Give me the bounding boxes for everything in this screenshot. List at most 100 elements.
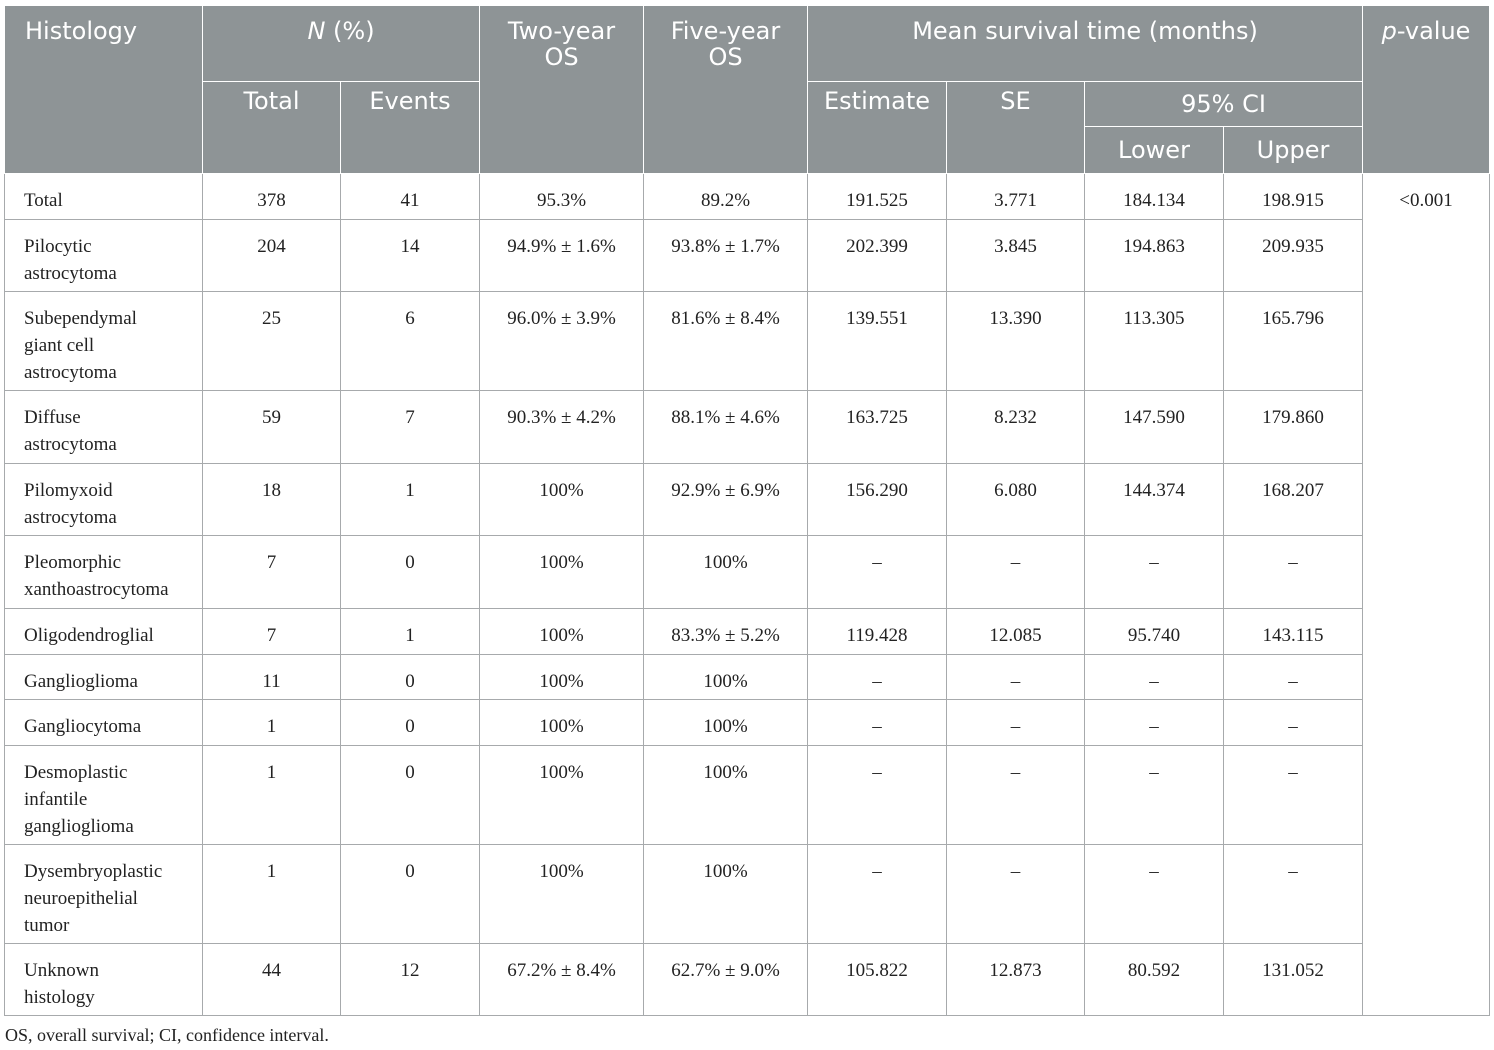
table-row: Pleomorphic xanthoastrocytoma 7 0 100% 1… xyxy=(4,535,1490,609)
cell-estimate: – xyxy=(807,745,947,845)
cell-estimate: 156.290 xyxy=(807,463,947,536)
header-total: Total xyxy=(202,81,341,174)
cell-histology: Desmoplastic infantile ganglioglioma xyxy=(4,745,203,845)
cell-two-year: 96.0% ± 3.9% xyxy=(479,291,644,391)
cell-two-year: 100% xyxy=(479,699,644,746)
cell-total: 1 xyxy=(202,844,341,944)
cell-histology: Pleomorphic xanthoastrocytoma xyxy=(4,535,203,609)
table-row: Ganglioglioma 11 0 100% 100% – – – – xyxy=(4,654,1490,700)
cell-total: 18 xyxy=(202,463,341,536)
cell-two-year: 95.3% xyxy=(479,173,644,220)
cell-se: – xyxy=(946,745,1085,845)
cell-two-year: 100% xyxy=(479,745,644,845)
cell-lower: 194.863 xyxy=(1084,219,1224,292)
cell-estimate: – xyxy=(807,654,947,700)
table-row: Diffuse astrocytoma 59 7 90.3% ± 4.2% 88… xyxy=(4,390,1490,464)
cell-events: 1 xyxy=(340,463,480,536)
table-row: Unknown histology 44 12 67.2% ± 8.4% 62.… xyxy=(4,943,1490,1016)
cell-two-year: 100% xyxy=(479,535,644,609)
table-row: Pilocytic astrocytoma 204 14 94.9% ± 1.6… xyxy=(4,219,1490,292)
cell-se: – xyxy=(946,535,1085,609)
cell-events: 1 xyxy=(340,608,480,655)
cell-upper: 165.796 xyxy=(1222,291,1364,391)
cell-five-year: 62.7% ± 9.0% xyxy=(643,943,808,1016)
cell-events: 0 xyxy=(340,654,480,700)
cell-total: 7 xyxy=(202,608,341,655)
cell-histology: Oligodendroglial xyxy=(4,608,203,655)
header-two-year-os: Two-year OS xyxy=(479,5,644,174)
cell-five-year: 100% xyxy=(643,745,808,845)
header-upper: Upper xyxy=(1222,126,1364,174)
cell-se: 6.080 xyxy=(946,463,1085,536)
header-events: Events xyxy=(340,81,480,174)
cell-histology: Gangliocytoma xyxy=(4,699,203,746)
header-95-ci: 95% CI xyxy=(1083,81,1364,127)
cell-upper: – xyxy=(1222,654,1364,700)
table-row: Desmoplastic infantile ganglioglioma 1 0… xyxy=(4,745,1490,845)
cell-upper: 209.935 xyxy=(1222,219,1364,292)
cell-lower: 144.374 xyxy=(1084,463,1224,536)
cell-five-year: 100% xyxy=(643,699,808,746)
cell-lower: – xyxy=(1084,745,1224,845)
header-mean-survival: Mean survival time (months) xyxy=(806,5,1364,82)
cell-upper: – xyxy=(1222,844,1364,944)
cell-total: 1 xyxy=(202,745,341,845)
cell-five-year: 89.2% xyxy=(643,173,808,220)
cell-lower: 80.592 xyxy=(1084,943,1224,1016)
header-n-italic: N xyxy=(307,17,326,45)
cell-upper: – xyxy=(1222,535,1364,609)
cell-five-year: 83.3% ± 5.2% xyxy=(643,608,808,655)
cell-se: – xyxy=(946,844,1085,944)
cell-estimate: – xyxy=(807,844,947,944)
cell-se: – xyxy=(946,654,1085,700)
cell-five-year: 92.9% ± 6.9% xyxy=(643,463,808,536)
cell-estimate: 139.551 xyxy=(807,291,947,391)
cell-lower: 147.590 xyxy=(1084,390,1224,464)
cell-histology: Subependymal giant cell astrocytoma xyxy=(4,291,203,391)
cell-p-value: <0.001 xyxy=(1362,173,1491,1016)
cell-se: 8.232 xyxy=(946,390,1085,464)
cell-estimate: 163.725 xyxy=(807,390,947,464)
cell-five-year: 81.6% ± 8.4% xyxy=(643,291,808,391)
table-row: Total 378 41 95.3% 89.2% 191.525 3.771 1… xyxy=(4,173,1491,1016)
cell-events: 0 xyxy=(340,844,480,944)
cell-se: 3.771 xyxy=(946,173,1085,220)
cell-histology: Pilomyxoid astrocytoma xyxy=(4,463,203,536)
cell-total: 7 xyxy=(202,535,341,609)
header-two-year-label: Two-year OS xyxy=(507,17,616,71)
cell-total: 1 xyxy=(202,699,341,746)
header-histology: Histology xyxy=(4,5,203,174)
cell-histology: Pilocytic astrocytoma xyxy=(4,219,203,292)
header-p-value-label: -value xyxy=(1396,17,1471,45)
cell-upper: 131.052 xyxy=(1222,943,1364,1016)
cell-five-year: 100% xyxy=(643,844,808,944)
cell-lower: 95.740 xyxy=(1084,608,1224,655)
cell-se: 13.390 xyxy=(946,291,1085,391)
cell-lower: – xyxy=(1084,844,1224,944)
cell-estimate: – xyxy=(807,699,947,746)
cell-events: 14 xyxy=(340,219,480,292)
cell-se: – xyxy=(946,699,1085,746)
header-n-pct-label: (%) xyxy=(325,17,375,45)
cell-upper: 179.860 xyxy=(1222,390,1364,464)
header-five-year-os: Five-year OS xyxy=(643,5,808,174)
header-estimate: Estimate xyxy=(807,81,947,174)
cell-five-year: 93.8% ± 1.7% xyxy=(643,219,808,292)
cell-two-year: 100% xyxy=(479,654,644,700)
cell-lower: – xyxy=(1084,654,1224,700)
cell-lower: 113.305 xyxy=(1084,291,1224,391)
cell-estimate: 191.525 xyxy=(807,173,947,220)
cell-total: 11 xyxy=(202,654,341,700)
cell-total: 378 xyxy=(202,173,341,220)
cell-total: 59 xyxy=(202,390,341,464)
cell-histology: Ganglioglioma xyxy=(4,654,203,700)
table-row: Subependymal giant cell astrocytoma 25 6… xyxy=(4,291,1490,391)
cell-upper: – xyxy=(1222,745,1364,845)
cell-total: 204 xyxy=(202,219,341,292)
cell-two-year: 90.3% ± 4.2% xyxy=(479,390,644,464)
cell-total: 44 xyxy=(202,943,341,1016)
cell-histology: Dysembryoplastic neuroepithelial tumor xyxy=(4,844,203,944)
cell-estimate: 202.399 xyxy=(807,219,947,292)
cell-events: 0 xyxy=(340,699,480,746)
survival-table: Histology N (%) Two-year OS Five-year OS… xyxy=(4,5,1491,1016)
